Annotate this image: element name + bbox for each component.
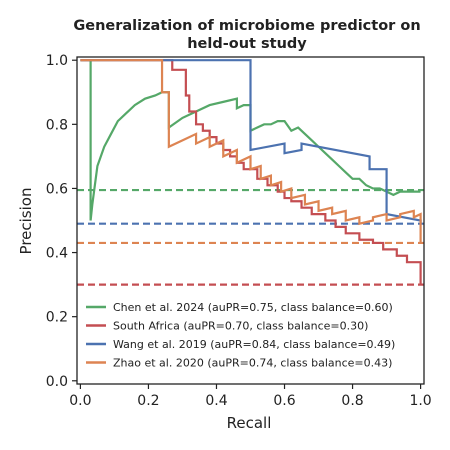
y-tick-label: 0.8 bbox=[46, 117, 68, 133]
x-axis-ticks: 0.0 0.2 0.4 0.6 0.8 1.0 bbox=[69, 384, 432, 409]
legend-entry: Chen et al. 2024 (auPR=0.75, class balan… bbox=[113, 301, 393, 314]
x-tick-label: 0.6 bbox=[273, 393, 295, 409]
legend-entry: Zhao et al. 2020 (auPR=0.74, class balan… bbox=[113, 357, 392, 370]
x-tick-label: 0.2 bbox=[137, 393, 159, 409]
pr-curve-0 bbox=[80, 59, 421, 221]
legend: Chen et al. 2024 (auPR=0.75, class balan… bbox=[86, 301, 395, 370]
pr-curve-1 bbox=[80, 59, 422, 285]
precision-recall-curves bbox=[80, 59, 422, 285]
y-tick-label: 0.0 bbox=[46, 374, 68, 390]
y-tick-label: 0.4 bbox=[46, 246, 68, 262]
chart-title-line-1: Generalization of microbiome predictor o… bbox=[73, 18, 420, 34]
x-axis-label: Recall bbox=[227, 414, 272, 432]
y-axis-label: Precision bbox=[17, 188, 35, 255]
plot-area bbox=[77, 59, 424, 286]
x-tick-label: 0.4 bbox=[205, 393, 227, 409]
legend-entry: Wang et al. 2019 (auPR=0.84, class balan… bbox=[113, 338, 395, 351]
axes-frame bbox=[76, 56, 425, 385]
x-tick-label: 0.0 bbox=[69, 393, 91, 409]
pr-curve-3 bbox=[80, 59, 422, 243]
x-tick-label: 0.8 bbox=[341, 393, 363, 409]
y-tick-label: 1.0 bbox=[46, 53, 68, 69]
class-balance-baselines bbox=[77, 188, 424, 286]
x-tick-label: 1.0 bbox=[409, 393, 431, 409]
y-axis-ticks: 0.0 0.2 0.4 0.6 0.8 1.0 bbox=[46, 53, 77, 390]
y-tick-label: 0.2 bbox=[46, 310, 68, 326]
legend-entry: South Africa (auPR=0.70, class balance=0… bbox=[113, 320, 368, 333]
chart-title-line-2: held-out study bbox=[187, 36, 307, 52]
y-tick-label: 0.6 bbox=[46, 181, 68, 197]
pr-curve-2 bbox=[80, 59, 422, 224]
